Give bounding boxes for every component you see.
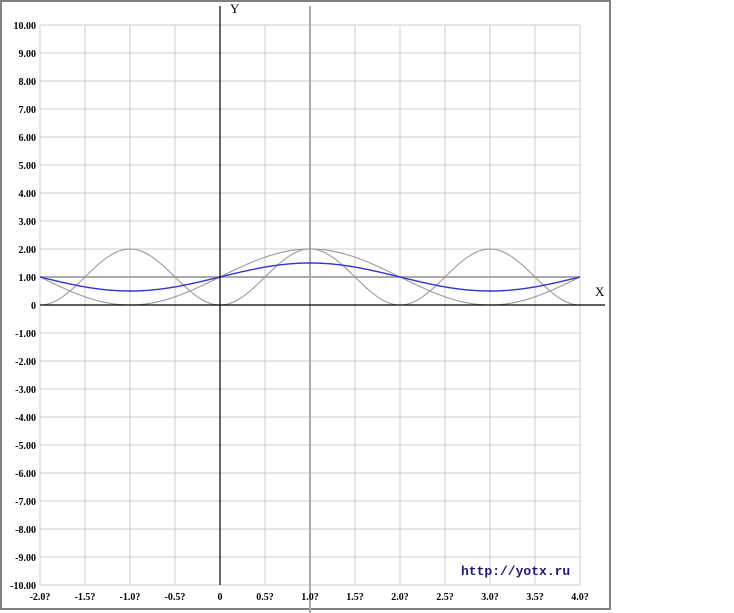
y-tick-label: 3.00 bbox=[19, 217, 37, 228]
reference-lines bbox=[40, 6, 580, 613]
x-axis-label: X bbox=[595, 284, 605, 299]
y-tick-label: 9.00 bbox=[19, 49, 37, 60]
axes bbox=[40, 6, 605, 585]
y-tick-label: -4.00 bbox=[15, 413, 36, 424]
y-tick-label: 4.00 bbox=[19, 189, 37, 200]
x-tick-label: -1.0? bbox=[120, 592, 141, 603]
y-tick-label: 0 bbox=[31, 301, 36, 312]
x-tick-label: 1.5? bbox=[346, 592, 364, 603]
x-tick-label: 3.5? bbox=[526, 592, 544, 603]
y-tick-label: -7.00 bbox=[15, 497, 36, 508]
y-axis-label: Y bbox=[230, 1, 240, 16]
y-tick-label: 8.00 bbox=[19, 77, 37, 88]
x-tick-label: 1.0? bbox=[301, 592, 319, 603]
x-tick-label: 3.0? bbox=[481, 592, 499, 603]
y-tick-label: -8.00 bbox=[15, 525, 36, 536]
x-tick-label: -1.5? bbox=[75, 592, 96, 603]
y-tick-labels: 10.00 9.00 8.00 7.00 6.00 5.00 4.00 3.00 2.00 1.0… bbox=[10, 21, 36, 592]
y-tick-label: -10.00 bbox=[10, 581, 36, 592]
y-tick-label: 1.00 bbox=[19, 273, 37, 284]
y-tick-label: -3.00 bbox=[15, 385, 36, 396]
x-tick-label: 0 bbox=[218, 592, 223, 603]
x-tick-label: -0.5? bbox=[165, 592, 186, 603]
y-tick-label: -5.00 bbox=[15, 441, 36, 452]
y-tick-label: 7.00 bbox=[19, 105, 37, 116]
x-tick-label: 0.5? bbox=[256, 592, 274, 603]
x-tick-label: 4.0? bbox=[571, 592, 589, 603]
watermark: http://yotx.ru bbox=[461, 564, 570, 579]
x-tick-label: 2.5? bbox=[436, 592, 454, 603]
x-tick-label: 2.0? bbox=[391, 592, 409, 603]
y-tick-label: 2.00 bbox=[19, 245, 37, 256]
y-tick-label: 10.00 bbox=[14, 21, 37, 32]
y-tick-label: -1.00 bbox=[15, 329, 36, 340]
x-tick-labels: -2.0? -1.5? -1.0? -0.5? 0 0.5? 1.0? 1.5? 2.0? 2.5… bbox=[30, 592, 589, 603]
y-tick-label: -6.00 bbox=[15, 469, 36, 480]
x-tick-label: -2.0? bbox=[30, 592, 51, 603]
plot-frame bbox=[0, 0, 611, 610]
y-tick-label: -9.00 bbox=[15, 553, 36, 564]
y-tick-label: 6.00 bbox=[19, 133, 37, 144]
series-line-3 bbox=[39, 262, 581, 292]
y-tick-label: 5.00 bbox=[19, 161, 37, 172]
y-tick-label: -2.00 bbox=[15, 357, 36, 368]
